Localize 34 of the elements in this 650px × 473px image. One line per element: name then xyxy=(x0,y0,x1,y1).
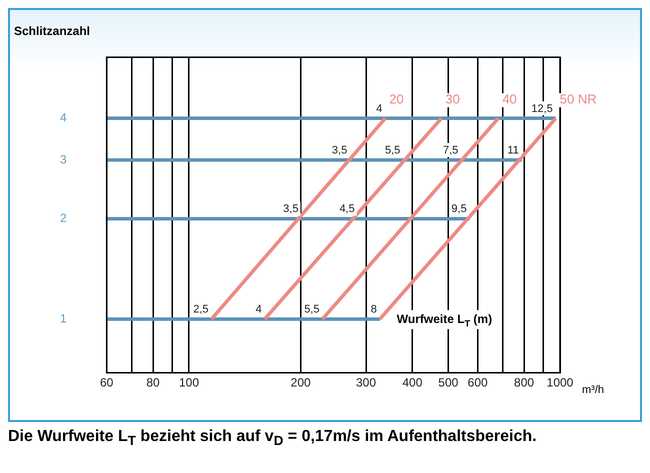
x-tick-label: 60 xyxy=(100,375,114,390)
annotation: 12,5 xyxy=(531,102,553,115)
y-tick-label: 2 xyxy=(60,211,67,225)
x-tick-label: 600 xyxy=(468,375,488,390)
annotation: 7,5 xyxy=(443,144,458,156)
annotation: 5,5 xyxy=(384,144,400,156)
y-tick-label: 4 xyxy=(60,110,67,125)
annotation: 4,5 xyxy=(339,203,355,216)
y-axis-title: Schlitzanzahl xyxy=(14,24,90,38)
x-tick-label: 200 xyxy=(290,375,312,390)
annotation: 4 xyxy=(256,304,262,316)
y-tick-label: 1 xyxy=(60,311,67,326)
x-tick-label: 400 xyxy=(402,375,423,390)
series-label: 30 xyxy=(445,91,460,106)
x-tick-label: 1000 xyxy=(546,375,574,390)
x-tick-label: 300 xyxy=(356,375,376,390)
text: Die Wurfweite L$_{T}$ bezieht sich auf v$_{D}$ = 0,17m/s im Aufenthaltsbereich. xyxy=(8,428,538,448)
x-tick-label: 80 xyxy=(146,375,160,390)
annotation: 9,5 xyxy=(451,203,467,216)
x-axis-title: m³/h xyxy=(582,384,604,396)
annotation: 3,5 xyxy=(332,144,348,156)
annotation: 11 xyxy=(507,144,519,156)
y-tick-label: 3 xyxy=(60,152,67,166)
annotation: 8 xyxy=(370,304,377,316)
series-label: 50 NR xyxy=(560,91,597,106)
x-tick-label: 100 xyxy=(178,375,200,390)
series-label: 20 xyxy=(389,91,404,106)
x-tick-label: 500 xyxy=(438,375,459,390)
annotation: 4 xyxy=(376,102,382,115)
series-label: 40 xyxy=(502,91,517,106)
x-tick-label: 800 xyxy=(514,375,534,390)
annotation: 3,5 xyxy=(283,203,298,216)
annotation: 2,5 xyxy=(193,304,209,316)
annotation: 5,5 xyxy=(304,304,320,316)
